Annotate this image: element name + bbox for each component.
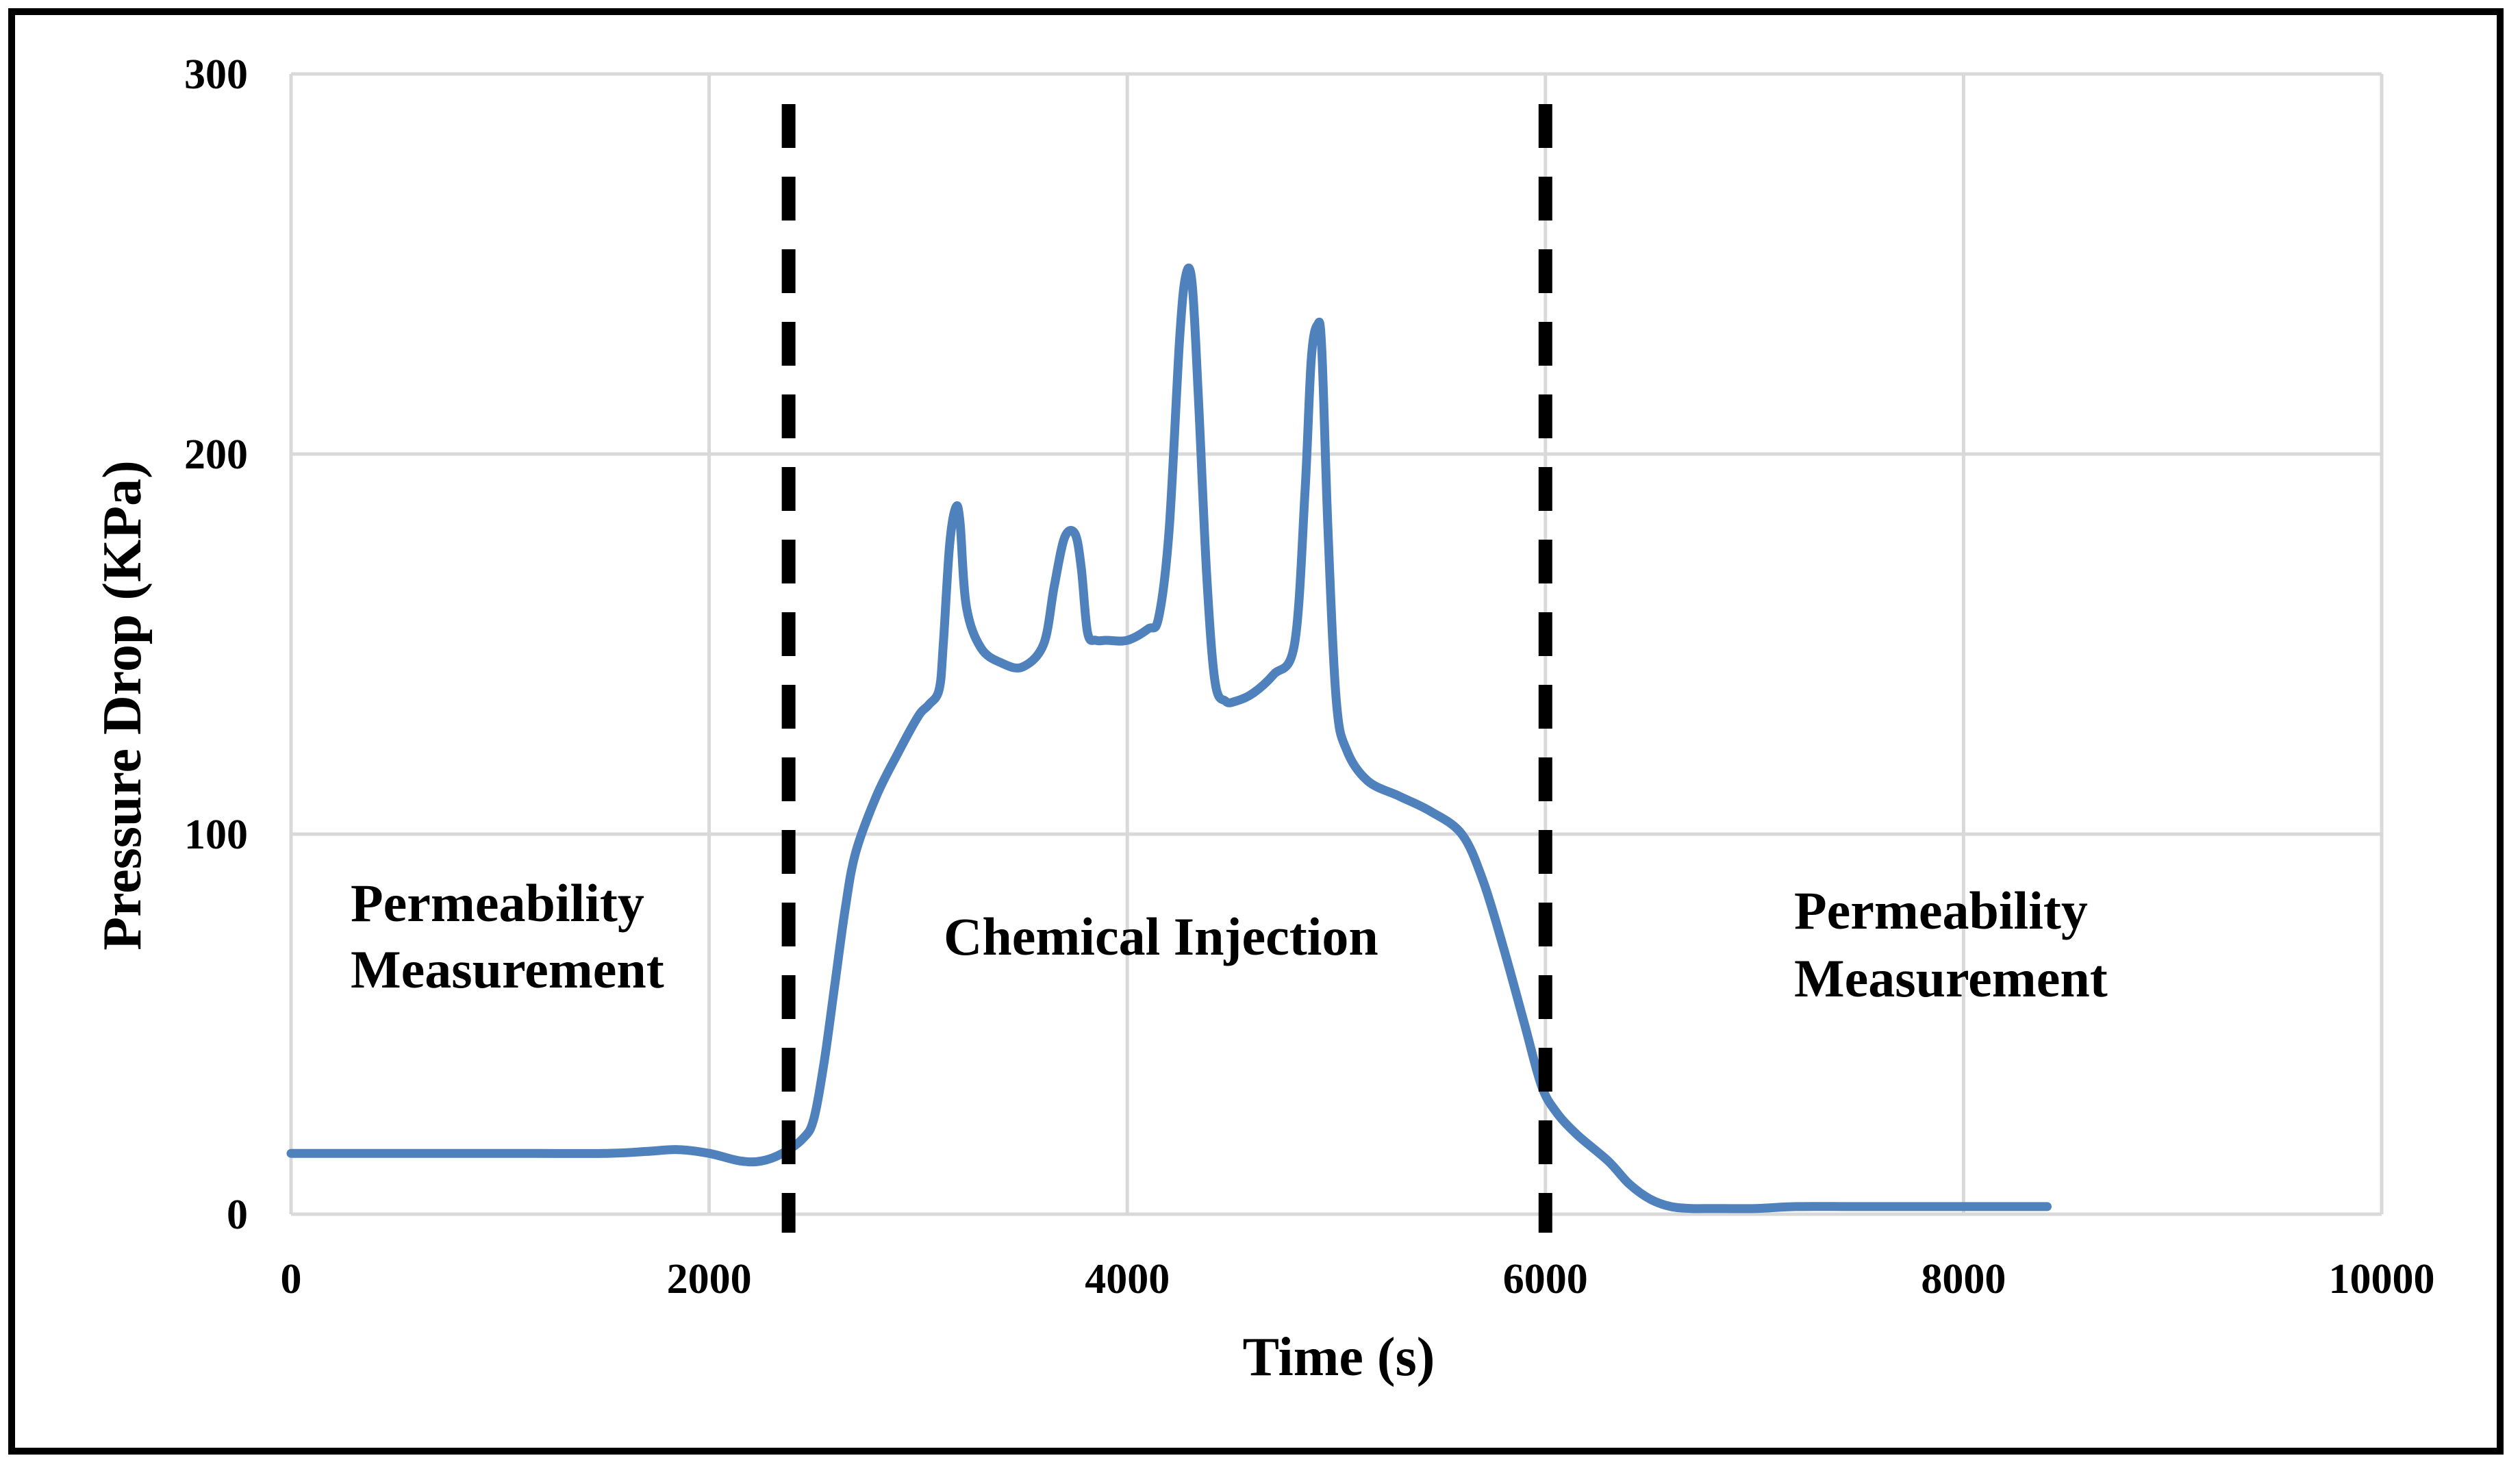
series-layer [286,263,2052,1214]
x-tick-label-4000: 4000 [1085,1256,1170,1303]
annotation-center: Chemical Injection [944,907,1378,966]
annotation-left-line-2: Measurement [351,940,664,999]
annotation-right-line-1: Permeability [1794,881,2088,940]
y-tick-label-200: 200 [184,431,248,478]
x-tick-label-0: 0 [281,1256,302,1303]
x-axis-title: Time (s) [1243,1327,1435,1387]
annotation-right-line-2: Measurement [1794,948,2108,1008]
grid-layer [289,72,2384,1216]
x-tick-label-6000: 6000 [1503,1256,1588,1303]
annotation-left-line-1: Permeability [351,873,644,933]
x-tick-label-2000: 2000 [667,1256,752,1303]
y-tick-label-300: 300 [184,51,248,98]
x-tick-label-10000: 10000 [2329,1256,2435,1303]
y-tick-label-100: 100 [184,812,248,858]
series-line-0 [286,263,2052,1214]
boundary-lines [781,104,1552,1233]
y-axis-title: Pressure Drop (KPa) [92,460,153,950]
y-tick-label-0: 0 [227,1192,248,1238]
x-tick-label-8000: 8000 [1921,1256,2006,1303]
tick-labels: 0 100 200 300 0 2000 4000 6000 8000 10000 [184,51,2435,1303]
